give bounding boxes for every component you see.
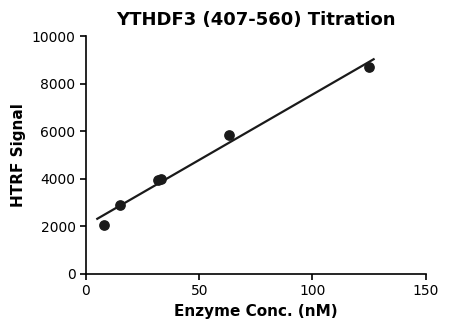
Point [155, 178, 162, 183]
X-axis label: Enzyme Conc. (nM): Enzyme Conc. (nM) [174, 304, 338, 319]
Title: YTHDF3 (407-560) Titration: YTHDF3 (407-560) Titration [116, 11, 396, 29]
Point [117, 202, 124, 208]
Point [365, 64, 373, 70]
Point [100, 222, 108, 228]
Y-axis label: HTRF Signal: HTRF Signal [11, 103, 26, 207]
Point [225, 132, 232, 138]
Point [157, 176, 164, 182]
